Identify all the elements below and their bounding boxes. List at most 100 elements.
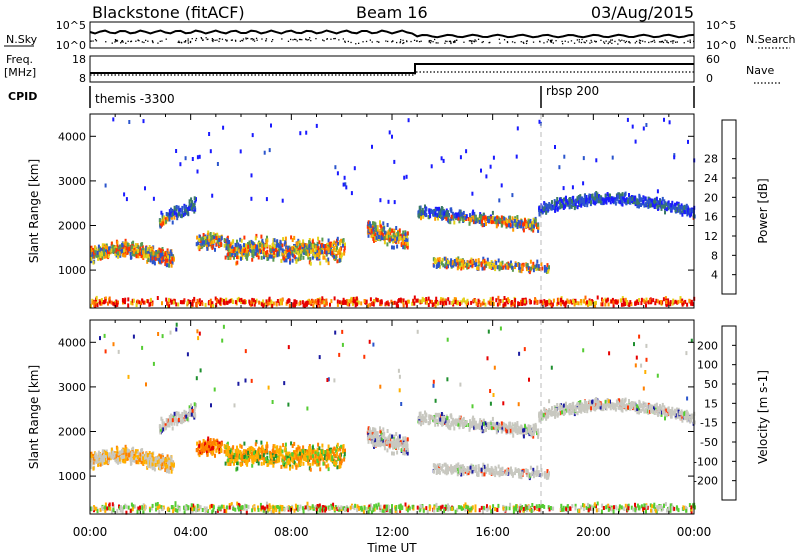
data-cell bbox=[156, 251, 159, 256]
data-cell bbox=[505, 265, 508, 270]
data-cell bbox=[127, 247, 130, 252]
data-cell bbox=[677, 203, 680, 208]
data-cell bbox=[337, 447, 339, 452]
data-cell bbox=[444, 262, 447, 267]
data-cell bbox=[276, 299, 279, 303]
data-cell bbox=[650, 299, 653, 304]
data-cell bbox=[663, 117, 665, 122]
data-cell bbox=[237, 242, 240, 247]
data-cell bbox=[106, 455, 109, 460]
data-cell bbox=[281, 301, 283, 306]
data-cell bbox=[167, 304, 169, 309]
data-cell bbox=[453, 297, 456, 302]
data-cell bbox=[558, 165, 561, 170]
data-cell bbox=[163, 421, 166, 426]
data-cell bbox=[223, 243, 226, 248]
data-cell bbox=[593, 301, 596, 306]
data-cell bbox=[159, 259, 161, 264]
data-cell bbox=[636, 198, 639, 203]
data-cell bbox=[452, 299, 455, 304]
data-cell bbox=[352, 299, 355, 304]
data-cell bbox=[372, 230, 375, 235]
nsearch-dot bbox=[624, 41, 626, 44]
data-cell bbox=[343, 246, 346, 251]
data-cell bbox=[114, 458, 117, 463]
nsearch-dot bbox=[525, 40, 528, 42]
data-cell bbox=[99, 458, 102, 463]
nsearch-dot bbox=[481, 41, 483, 44]
data-cell bbox=[274, 244, 277, 249]
data-cell bbox=[467, 217, 470, 221]
data-cell bbox=[530, 300, 532, 305]
nsearch-dot bbox=[184, 41, 187, 43]
data-cell bbox=[487, 261, 490, 266]
data-cell bbox=[254, 244, 257, 249]
data-cell bbox=[430, 164, 433, 169]
data-cell bbox=[447, 297, 450, 302]
data-cell bbox=[548, 202, 551, 206]
data-cell bbox=[586, 203, 589, 208]
nsearch-dot bbox=[550, 41, 553, 43]
data-cell bbox=[259, 243, 261, 247]
freq-tick-low: 8 bbox=[79, 72, 86, 85]
data-cell bbox=[404, 232, 407, 237]
data-cell bbox=[168, 209, 171, 214]
cpid-themis: themis -3300 bbox=[95, 92, 175, 106]
data-cell bbox=[673, 153, 676, 158]
data-cell bbox=[454, 299, 457, 304]
data-cell bbox=[590, 200, 593, 205]
data-cell bbox=[471, 191, 474, 196]
data-cell bbox=[378, 230, 381, 235]
data-cell bbox=[594, 201, 597, 206]
data-cell bbox=[145, 452, 148, 457]
data-cell bbox=[529, 223, 532, 228]
data-cell bbox=[466, 298, 469, 303]
data-cell bbox=[413, 301, 416, 306]
data-cell bbox=[621, 199, 624, 204]
nsearch-dot bbox=[567, 41, 569, 43]
data-cell bbox=[496, 302, 499, 307]
data-cell bbox=[433, 260, 436, 265]
data-cell bbox=[656, 299, 659, 304]
data-cell bbox=[91, 457, 94, 462]
nsearch-dot bbox=[471, 40, 473, 42]
data-cell bbox=[380, 236, 383, 241]
data-cell bbox=[137, 254, 140, 259]
data-cell bbox=[166, 217, 169, 222]
data-cell bbox=[140, 301, 142, 306]
colorbar-tick-label: 12 bbox=[704, 230, 718, 243]
data-cell bbox=[185, 414, 188, 419]
data-cell bbox=[468, 217, 471, 222]
nsearch-dot bbox=[90, 40, 92, 42]
data-cell bbox=[165, 212, 168, 216]
data-cell bbox=[105, 449, 108, 454]
data-cell bbox=[177, 411, 180, 416]
data-cell bbox=[372, 301, 375, 306]
data-cell bbox=[527, 266, 530, 270]
data-cell bbox=[316, 252, 319, 257]
data-cell bbox=[556, 200, 559, 205]
data-cell bbox=[341, 238, 344, 243]
data-cell bbox=[170, 207, 172, 212]
data-cell bbox=[669, 302, 672, 307]
data-cell bbox=[229, 253, 232, 257]
data-cell bbox=[554, 145, 556, 149]
nsearch-dot bbox=[526, 40, 528, 42]
data-cell bbox=[323, 300, 326, 305]
data-cell bbox=[581, 199, 584, 204]
nsearch-dot bbox=[211, 39, 213, 42]
data-cell bbox=[509, 215, 511, 220]
data-cell bbox=[104, 296, 107, 301]
data-cell bbox=[312, 252, 315, 257]
data-cell bbox=[472, 209, 475, 214]
data-cell bbox=[297, 444, 300, 449]
data-cell bbox=[613, 299, 616, 304]
data-cell bbox=[219, 297, 222, 302]
data-cell bbox=[171, 212, 174, 217]
data-cell bbox=[225, 297, 228, 302]
data-cell bbox=[671, 301, 674, 306]
data-cell bbox=[294, 450, 297, 454]
data-cell bbox=[477, 266, 480, 271]
data-cell bbox=[115, 454, 118, 459]
nsearch-dot bbox=[265, 38, 268, 40]
